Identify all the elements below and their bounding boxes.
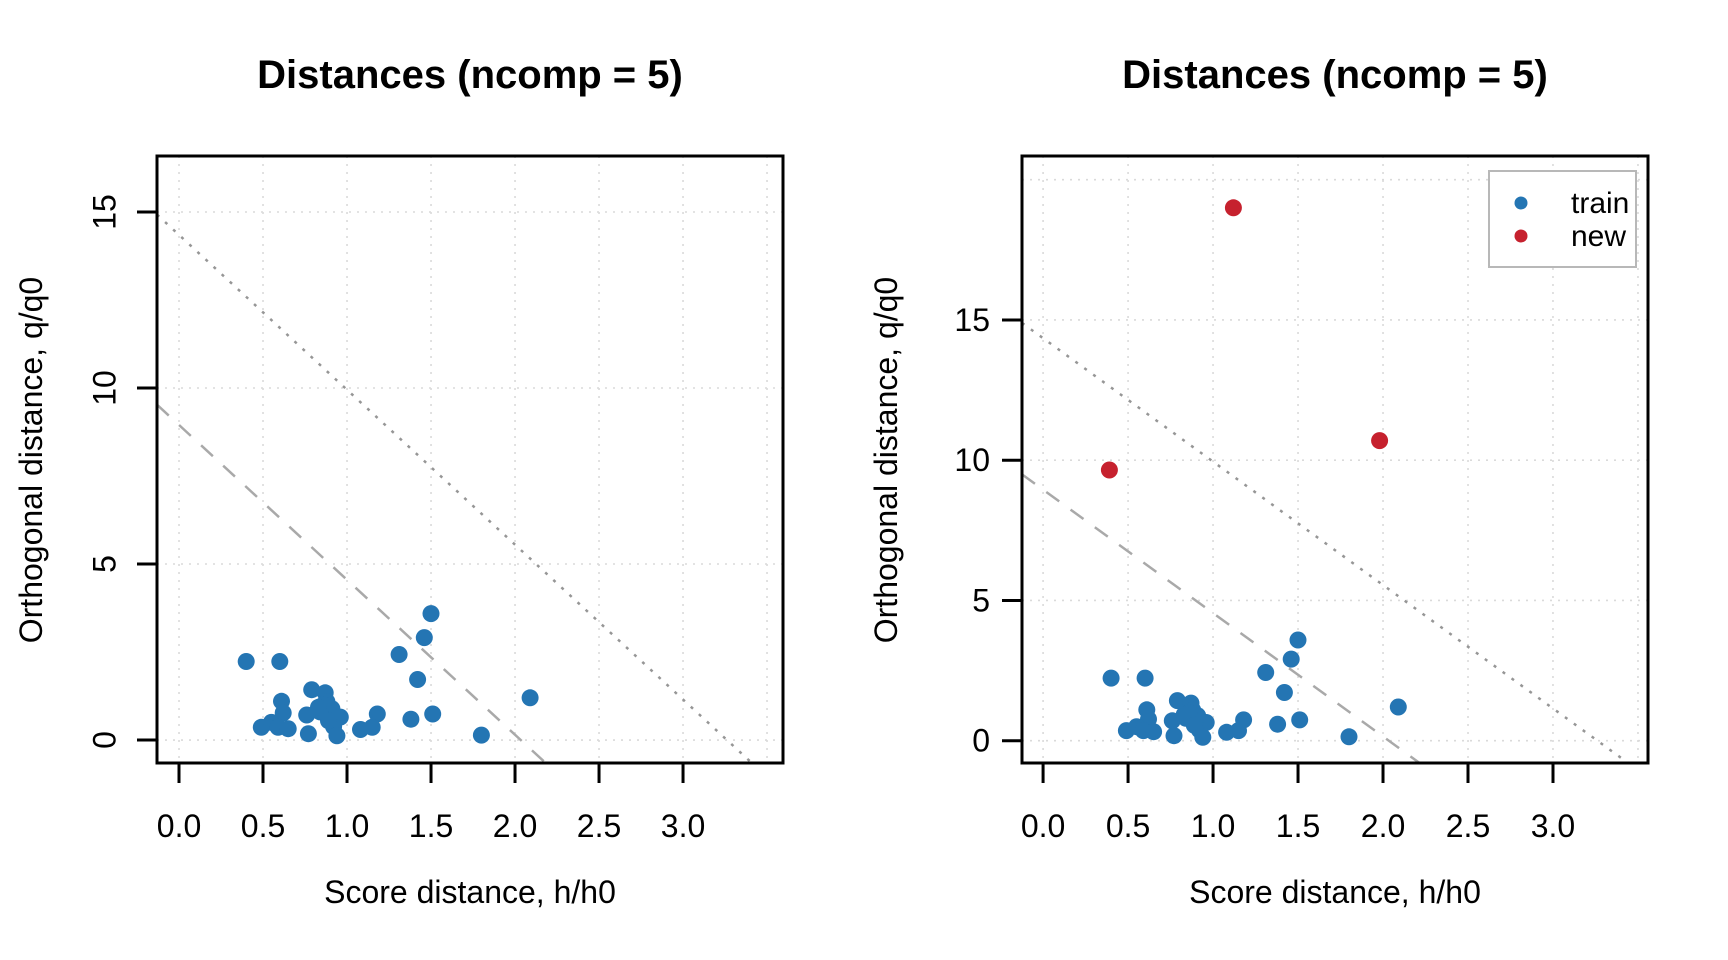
train-point [1275,684,1293,701]
train-point [1102,669,1120,687]
x-tick-label: 2.0 [1361,808,1405,844]
train-point [1340,728,1358,746]
legend-label-new: new [1571,220,1626,253]
x-tick-label: 3.0 [661,808,705,844]
panel-title: Distances (ncomp = 5) [1122,53,1548,97]
x-tick-label: 2.0 [493,808,537,844]
outlier-limit-line [157,213,754,763]
train-point [1269,715,1287,733]
train-point [279,720,297,738]
y-tick-label: 10 [954,442,990,478]
x-axis-title: Score distance, h/h0 [1189,874,1481,910]
y-tick-label: 10 [86,370,122,406]
train-point [328,727,346,745]
panel-title: Distances (ncomp = 5) [257,53,683,97]
train-point [422,605,440,623]
new-point [1371,432,1389,450]
train-point [1230,722,1247,740]
y-axis-title: Orthogonal distance, q/q0 [868,277,904,643]
train-point [402,710,420,728]
train-point [424,705,442,723]
train-point [310,698,327,716]
train-point [303,681,321,699]
train-point [274,704,292,722]
x-tick-label: 0.0 [1021,808,1065,844]
y-tick-label: 0 [972,723,990,759]
y-tick-label: 15 [954,302,990,338]
train-point [1185,716,1203,734]
train-point [299,725,317,743]
train-point [368,705,386,723]
x-axis-title: Score distance, h/h0 [324,874,616,910]
new-point [1224,199,1242,217]
x-tick-label: 0.5 [1106,808,1150,844]
train-point [1257,664,1275,681]
train-point [1136,669,1154,687]
x-tick-label: 2.5 [577,808,621,844]
legend-marker-train [1514,196,1528,210]
train-point [320,712,337,730]
train-point [521,689,539,707]
train-point [1175,706,1193,724]
new-point [1100,461,1118,479]
y-tick-label: 5 [86,555,122,573]
plot-border [155,154,785,765]
train-point [472,726,490,744]
train-point [1289,631,1307,649]
y-tick-label: 5 [972,582,990,618]
x-tick-label: 1.5 [1276,808,1320,844]
legend-marker-new [1514,229,1528,243]
outlier-limit-line [1022,321,1631,763]
train-point [237,653,255,670]
x-tick-label: 0.0 [157,808,201,844]
legend-box [1488,170,1637,268]
x-tick-label: 2.5 [1446,808,1490,844]
y-tick-label: 15 [86,194,122,230]
x-tick-label: 1.0 [325,808,369,844]
extreme-limit-line [157,403,548,763]
x-tick-label: 1.5 [409,808,453,844]
train-point [1291,711,1309,729]
train-point [1282,650,1300,668]
train-point [415,629,433,647]
x-tick-label: 3.0 [1531,808,1575,844]
x-tick-label: 0.5 [241,808,285,844]
train-point [1168,692,1186,710]
train-point [1165,727,1183,745]
x-tick-label: 1.0 [1191,808,1235,844]
y-axis-title: Orthogonal distance, q/q0 [13,277,49,643]
train-point [1145,723,1163,741]
train-point [1194,728,1212,746]
train-point [271,653,289,670]
extreme-limit-line [1022,473,1422,763]
legend-label-train: train [1571,187,1629,220]
panel-left: 0.0 0.5 1.0 1.5 2.0 2.5 3.0 0 5 10 15 Distances (nc… [13,53,785,910]
train-point [1389,698,1407,716]
train-point [363,718,381,736]
train-point [409,671,427,688]
y-tick-label: 0 [86,731,122,749]
panel-right: 0.0 0.5 1.0 1.5 2.0 2.5 3.0 0 5 10 15 Distances (nc… [868,53,1650,910]
train-point [390,646,408,663]
